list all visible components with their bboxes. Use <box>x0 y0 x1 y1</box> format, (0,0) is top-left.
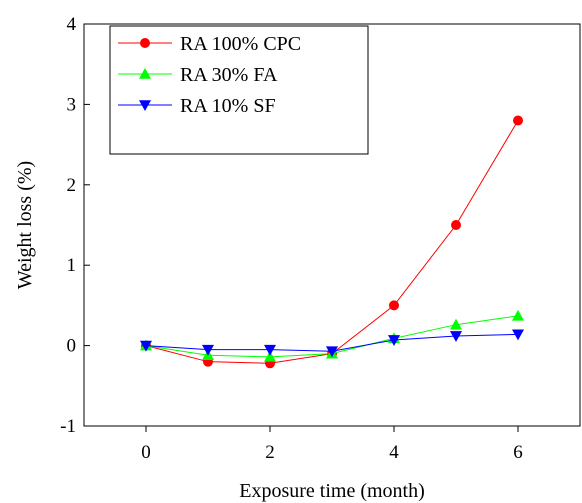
plot-frame <box>83 23 581 427</box>
legend-marker <box>139 100 151 111</box>
series-layer <box>140 115 524 369</box>
axis-ticks: 0 2 4 6 -1 0 1 2 3 4 <box>60 14 523 463</box>
y-axis-title: Weight loss (%) <box>14 161 36 289</box>
legend-marker <box>140 38 150 48</box>
series-2 <box>140 329 524 358</box>
legend-label: RA 100% CPC <box>180 33 301 55</box>
x-axis-title: Exposure time (month) <box>239 480 425 502</box>
data-point <box>388 335 400 346</box>
series-line <box>145 120 519 364</box>
legend-label: RA 10% SF <box>180 95 276 117</box>
data-point <box>326 346 338 358</box>
legend-entry: RA 10% SF <box>118 95 276 117</box>
data-point <box>264 344 276 356</box>
data-point <box>451 220 461 230</box>
x-tick-label: 2 <box>265 442 275 463</box>
data-point <box>264 350 276 362</box>
data-point <box>140 340 152 352</box>
data-point <box>389 300 399 311</box>
legend-entry: RA 30% FA <box>118 64 278 86</box>
x-tick-label: 0 <box>141 442 151 463</box>
y-tick-label: 2 <box>67 175 77 196</box>
y-tick-label: -1 <box>60 416 76 437</box>
legend-entry: RA 100% CPC <box>118 33 301 55</box>
data-point <box>202 344 214 356</box>
legend-box <box>109 25 369 155</box>
y-tick-label: 1 <box>67 255 77 276</box>
data-point <box>513 115 523 126</box>
y-tick-label: 0 <box>67 336 77 357</box>
legend-label: RA 30% FA <box>180 64 278 86</box>
y-tick-label: 3 <box>67 94 77 115</box>
data-point <box>450 331 462 342</box>
x-tick-label: 4 <box>389 442 399 463</box>
data-point <box>512 309 524 321</box>
legend: RA 100% CPC RA 30% FA RA 10% SF <box>109 25 369 155</box>
data-point <box>450 318 462 330</box>
y-tick-label: 4 <box>67 14 77 35</box>
x-tick-label: 6 <box>513 442 523 463</box>
data-point <box>512 329 524 341</box>
legend-marker <box>139 68 151 79</box>
